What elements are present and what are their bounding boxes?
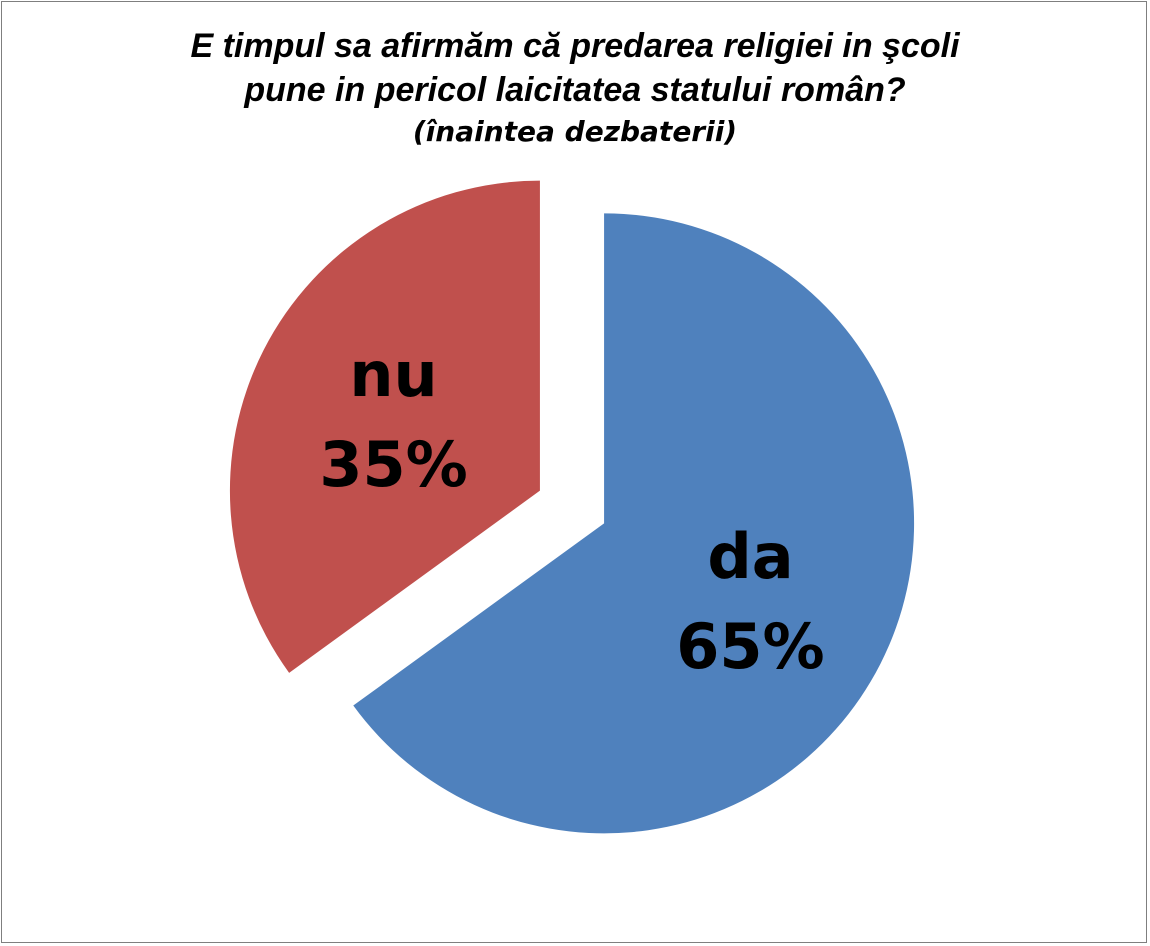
chart-title: E timpul sa afirmăm că predarea religiei… <box>2 24 1148 112</box>
pie-slice-da <box>353 213 915 834</box>
slice-label-value-da: 65% <box>676 610 824 683</box>
slice-label-name-nu: nu <box>349 338 437 411</box>
chart-title-line-2: pune in pericol laicitatea statului româ… <box>244 71 906 109</box>
slice-label-value-nu: 35% <box>319 428 467 501</box>
pie-slice-nu <box>229 180 540 673</box>
slice-label-name-da: da <box>707 520 793 593</box>
chart-title-line-1: E timpul sa afirmăm că predarea religiei… <box>190 27 960 65</box>
chart-subtitle: (înaintea dezbaterii) <box>412 115 738 148</box>
